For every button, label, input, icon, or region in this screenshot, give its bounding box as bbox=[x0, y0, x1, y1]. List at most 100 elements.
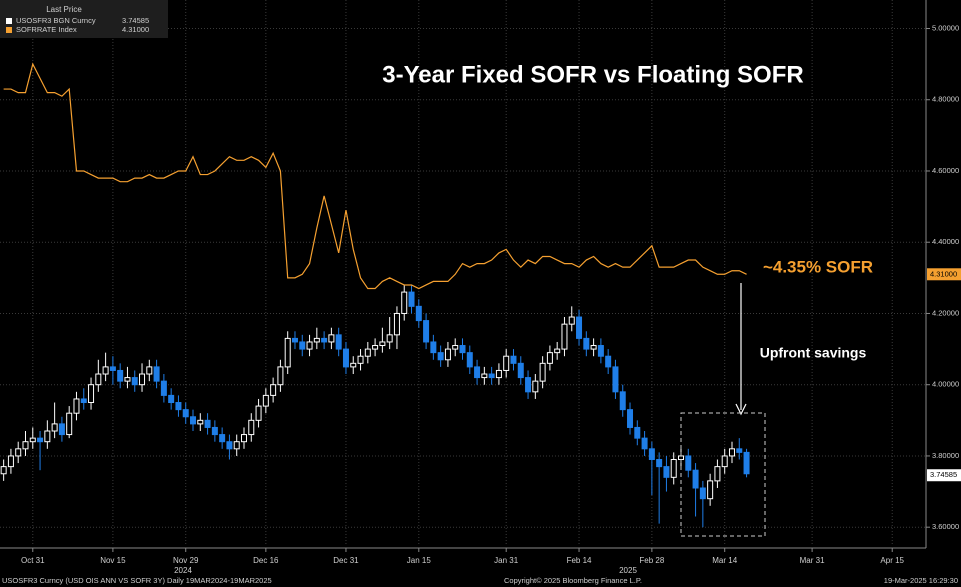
candle-body bbox=[743, 451, 750, 475]
x-tick-label: Apr 15 bbox=[880, 556, 904, 565]
candle-body bbox=[342, 348, 349, 368]
last-value-label: 3.74585 bbox=[930, 470, 957, 479]
candle-body bbox=[590, 345, 597, 350]
line-series bbox=[3, 62, 747, 290]
legend-label: USOSFR3 BGN Curncy bbox=[16, 16, 96, 25]
candle-body bbox=[437, 352, 444, 361]
plot-area bbox=[0, 0, 925, 545]
candle-body bbox=[321, 337, 328, 343]
candle-body bbox=[532, 380, 539, 393]
x-tick-label: Dec 16 bbox=[253, 556, 279, 565]
candle-body bbox=[510, 355, 517, 364]
candle-body bbox=[139, 373, 146, 386]
candle-body bbox=[634, 426, 641, 439]
x-tick-label: Mar 31 bbox=[800, 556, 825, 565]
chart-title: 3-Year Fixed SOFR vs Floating SOFR bbox=[382, 61, 803, 88]
legend-swatch bbox=[6, 18, 12, 24]
x-tick-label: Jan 31 bbox=[494, 556, 519, 565]
candle-body bbox=[627, 409, 634, 428]
candle-body bbox=[168, 394, 175, 404]
candle-body bbox=[226, 441, 233, 450]
candle-body bbox=[641, 437, 648, 450]
candle-body bbox=[95, 373, 102, 386]
candle-body bbox=[459, 345, 466, 354]
candle-body bbox=[313, 337, 320, 343]
candle-body bbox=[539, 362, 546, 382]
candle-body bbox=[357, 355, 364, 364]
footer-copyright: Copyright© 2025 Bloomberg Finance L.P. bbox=[504, 576, 642, 585]
candle-body bbox=[699, 487, 706, 500]
y-tick-label: 4.80000 bbox=[932, 95, 959, 104]
candle-body bbox=[80, 398, 87, 404]
candle-body bbox=[58, 423, 65, 436]
candle-body bbox=[568, 316, 575, 325]
legend-swatch bbox=[6, 27, 12, 33]
candle-body bbox=[66, 412, 73, 436]
x-tick-label: Jan 15 bbox=[407, 556, 432, 565]
candle-body bbox=[7, 455, 14, 468]
candle-body bbox=[561, 323, 568, 350]
candle-body bbox=[670, 459, 677, 478]
x-tick-label: Feb 14 bbox=[567, 556, 592, 565]
legend-box bbox=[0, 0, 168, 38]
candle-body bbox=[401, 291, 408, 314]
candle-body bbox=[277, 366, 284, 386]
candle-body bbox=[430, 341, 437, 354]
candle-body bbox=[692, 469, 699, 489]
x-tick-label: Dec 31 bbox=[333, 556, 359, 565]
y-tick-label: 3.60000 bbox=[932, 522, 959, 531]
candle-body bbox=[306, 341, 313, 350]
candle-body bbox=[124, 377, 131, 382]
candle-body bbox=[328, 334, 335, 343]
x-tick-label: Nov 15 bbox=[100, 556, 126, 565]
candle-body bbox=[678, 455, 685, 461]
highlight-box bbox=[680, 412, 766, 537]
candle-body bbox=[204, 419, 211, 428]
candle-body bbox=[517, 362, 524, 379]
last-value-box bbox=[927, 268, 961, 281]
candle-body bbox=[29, 437, 36, 443]
candle-body bbox=[728, 448, 735, 457]
legend-label: SOFRRATE Index bbox=[16, 25, 77, 34]
candle-body bbox=[175, 402, 182, 411]
candle-body bbox=[503, 355, 510, 371]
annotation: Upfront savings bbox=[760, 345, 867, 361]
x-tick-label: Oct 31 bbox=[21, 556, 45, 565]
y-tick-label: 4.60000 bbox=[932, 166, 959, 175]
candle-body bbox=[233, 441, 240, 450]
candle-body bbox=[37, 437, 44, 443]
annotation: ~4.35% SOFR bbox=[763, 257, 873, 276]
candle-body bbox=[22, 441, 29, 450]
last-value-box bbox=[927, 469, 961, 482]
x-tick-label: Feb 28 bbox=[639, 556, 664, 565]
candle-body bbox=[255, 405, 262, 421]
y-tick-label: 5.00000 bbox=[932, 23, 959, 32]
candle-body bbox=[597, 345, 604, 357]
year-label: 2024 bbox=[174, 566, 192, 575]
candle-body bbox=[474, 366, 481, 379]
candle-body bbox=[146, 366, 153, 375]
candle-body bbox=[721, 455, 728, 468]
candle-body bbox=[612, 366, 619, 393]
candle-body bbox=[44, 430, 51, 443]
x-tick-label: Nov 29 bbox=[173, 556, 199, 565]
candle-body bbox=[270, 384, 277, 396]
candle-body bbox=[299, 341, 306, 350]
candle-body bbox=[211, 426, 218, 436]
candle-body bbox=[525, 377, 532, 393]
candle-body bbox=[408, 291, 415, 307]
candle-body bbox=[656, 459, 663, 468]
candle-body bbox=[619, 391, 626, 411]
y-tick-label: 4.00000 bbox=[932, 380, 959, 389]
candle-body bbox=[73, 398, 80, 414]
x-tick-label: Mar 14 bbox=[712, 556, 737, 565]
candle-body bbox=[648, 448, 655, 461]
footer-source: USOSFR3 Curncy (USD OIS ANN VS SOFR 3Y) … bbox=[2, 576, 272, 585]
candle-body bbox=[182, 409, 189, 418]
footer-timestamp: 19-Mar-2025 16:29:30 bbox=[884, 576, 958, 585]
candle-body bbox=[415, 305, 422, 322]
candle-body bbox=[335, 334, 342, 350]
candle-body bbox=[197, 419, 204, 425]
candle-body bbox=[219, 434, 226, 443]
